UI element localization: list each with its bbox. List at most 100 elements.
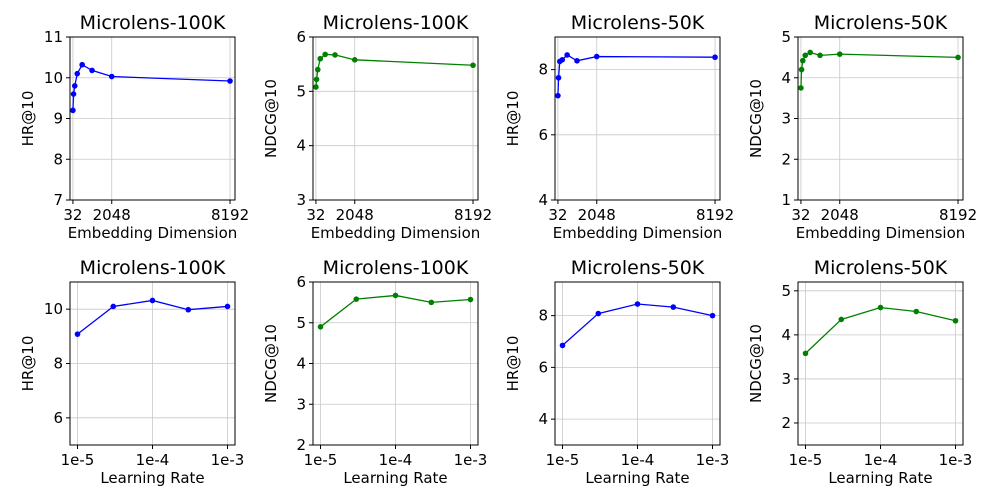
y-tick-label: 3	[781, 370, 791, 388]
x-axis-label: Learning Rate	[343, 469, 447, 487]
x-axis-label: Embedding Dimension	[68, 224, 238, 242]
chart-panel-1: 32 2048 8192 7 8 9 10 11 Microlens-100K Embedding…	[19, 12, 249, 242]
data-point	[952, 317, 959, 324]
data-point	[574, 57, 580, 64]
data-point	[351, 57, 358, 63]
y-tick-label: 10	[44, 69, 63, 87]
chart-title: Microlens-100K	[323, 12, 469, 34]
x-axis-label: Learning Rate	[100, 469, 204, 487]
data-point	[877, 304, 884, 311]
data-point	[227, 78, 233, 84]
x-tick-label: 1e-5	[61, 451, 95, 469]
data-point	[817, 52, 823, 59]
data-point	[392, 292, 399, 299]
x-tick-label: 1e-3	[454, 451, 488, 469]
data-point	[555, 74, 562, 81]
y-tick-label: 5	[781, 282, 791, 300]
x-tick-label: 1e-3	[211, 451, 245, 469]
chart-title: Microlens-50K	[571, 257, 705, 279]
data-point	[593, 53, 600, 60]
data-point	[712, 54, 718, 61]
y-axis-label: HR@10	[19, 91, 37, 147]
y-tick-label: 8	[53, 355, 63, 373]
x-tick-label: 32	[306, 206, 325, 224]
series-line-ndcg-at-10	[800, 51, 959, 88]
data-point	[802, 52, 809, 59]
x-tick-label: 1e-5	[789, 451, 823, 469]
y-tick-label: 3	[296, 395, 306, 413]
data-point	[802, 350, 809, 357]
y-tick-label: 10	[44, 300, 63, 318]
data-point	[317, 55, 324, 62]
y-tick-label: 4	[296, 355, 306, 373]
y-axis-label: HR@10	[504, 336, 522, 392]
y-tick-label: 6	[538, 126, 548, 144]
data-point	[559, 342, 566, 349]
y-tick-label: 8	[538, 61, 548, 79]
chart-panel-2: 32 2048 8192 3 4 5 6 Microlens-100K Embedding Di…	[262, 12, 492, 242]
plot-frame	[554, 36, 721, 201]
data-point	[70, 91, 77, 97]
y-axis-label: NDCG@10	[747, 324, 765, 403]
chart-panel-6: 1e-5 1e-4 1e-3 2 3 4 5 6 Microlens-100K Learning …	[262, 257, 487, 487]
y-tick-label: 4	[781, 69, 791, 87]
x-axis-label: Learning Rate	[585, 469, 689, 487]
y-tick-label: 4	[296, 137, 306, 155]
y-axis-label: HR@10	[19, 336, 37, 392]
y-tick-label: 11	[44, 28, 63, 46]
x-tick-label: 2048	[336, 206, 374, 224]
data-point	[798, 66, 805, 73]
x-tick-label: 2048	[821, 206, 859, 224]
x-axis-label: Embedding Dimension	[311, 224, 481, 242]
x-tick-label: 2048	[93, 206, 131, 224]
x-tick-label: 1e-4	[136, 451, 170, 469]
x-tick-label: 1e-4	[379, 451, 413, 469]
x-tick-label: 1e-3	[939, 451, 973, 469]
y-tick-label: 2	[296, 436, 306, 454]
y-tick-label: 4	[781, 326, 791, 344]
x-tick-label: 32	[548, 206, 567, 224]
x-tick-label: 8192	[211, 206, 249, 224]
data-point	[322, 51, 328, 58]
y-tick-label: 8	[53, 150, 63, 168]
data-point	[428, 299, 435, 306]
plot-frame	[312, 36, 479, 201]
data-point	[149, 297, 156, 304]
data-point	[314, 66, 321, 73]
x-tick-label: 8192	[696, 206, 734, 224]
x-tick-label: 1e-3	[696, 451, 730, 469]
data-point	[89, 67, 95, 74]
y-tick-label: 9	[53, 110, 63, 128]
data-point	[595, 310, 602, 317]
x-tick-label: 1e-5	[304, 451, 338, 469]
y-tick-label: 4	[538, 410, 548, 428]
y-axis-label: NDCG@10	[747, 79, 765, 158]
data-point	[353, 296, 360, 302]
data-point	[807, 49, 813, 56]
y-tick-label: 2	[781, 414, 791, 432]
y-tick-label: 6	[53, 409, 63, 427]
data-point	[74, 70, 81, 77]
data-point	[110, 303, 117, 310]
y-axis-label: NDCG@10	[262, 79, 280, 158]
data-point	[74, 331, 81, 337]
chart-panel-7: 1e-5 1e-4 1e-3 4 6 8 Microlens-50K Learning Rat…	[504, 257, 729, 487]
y-tick-label: 5	[296, 314, 306, 332]
data-point	[70, 107, 76, 114]
data-point	[313, 84, 319, 90]
x-tick-label: 32	[63, 206, 82, 224]
y-tick-label: 2	[781, 150, 791, 168]
data-point	[634, 301, 641, 307]
y-tick-label: 5	[781, 28, 791, 46]
y-tick-label: 6	[296, 28, 306, 46]
chart-title: Microlens-50K	[571, 12, 705, 34]
y-tick-label: 1	[781, 191, 791, 209]
y-tick-label: 7	[53, 191, 63, 209]
y-tick-label: 4	[538, 191, 548, 209]
x-tick-label: 1e-5	[546, 451, 580, 469]
data-point	[555, 92, 561, 99]
x-axis-label: Embedding Dimension	[553, 224, 723, 242]
data-point	[836, 51, 843, 57]
data-point	[79, 61, 85, 68]
